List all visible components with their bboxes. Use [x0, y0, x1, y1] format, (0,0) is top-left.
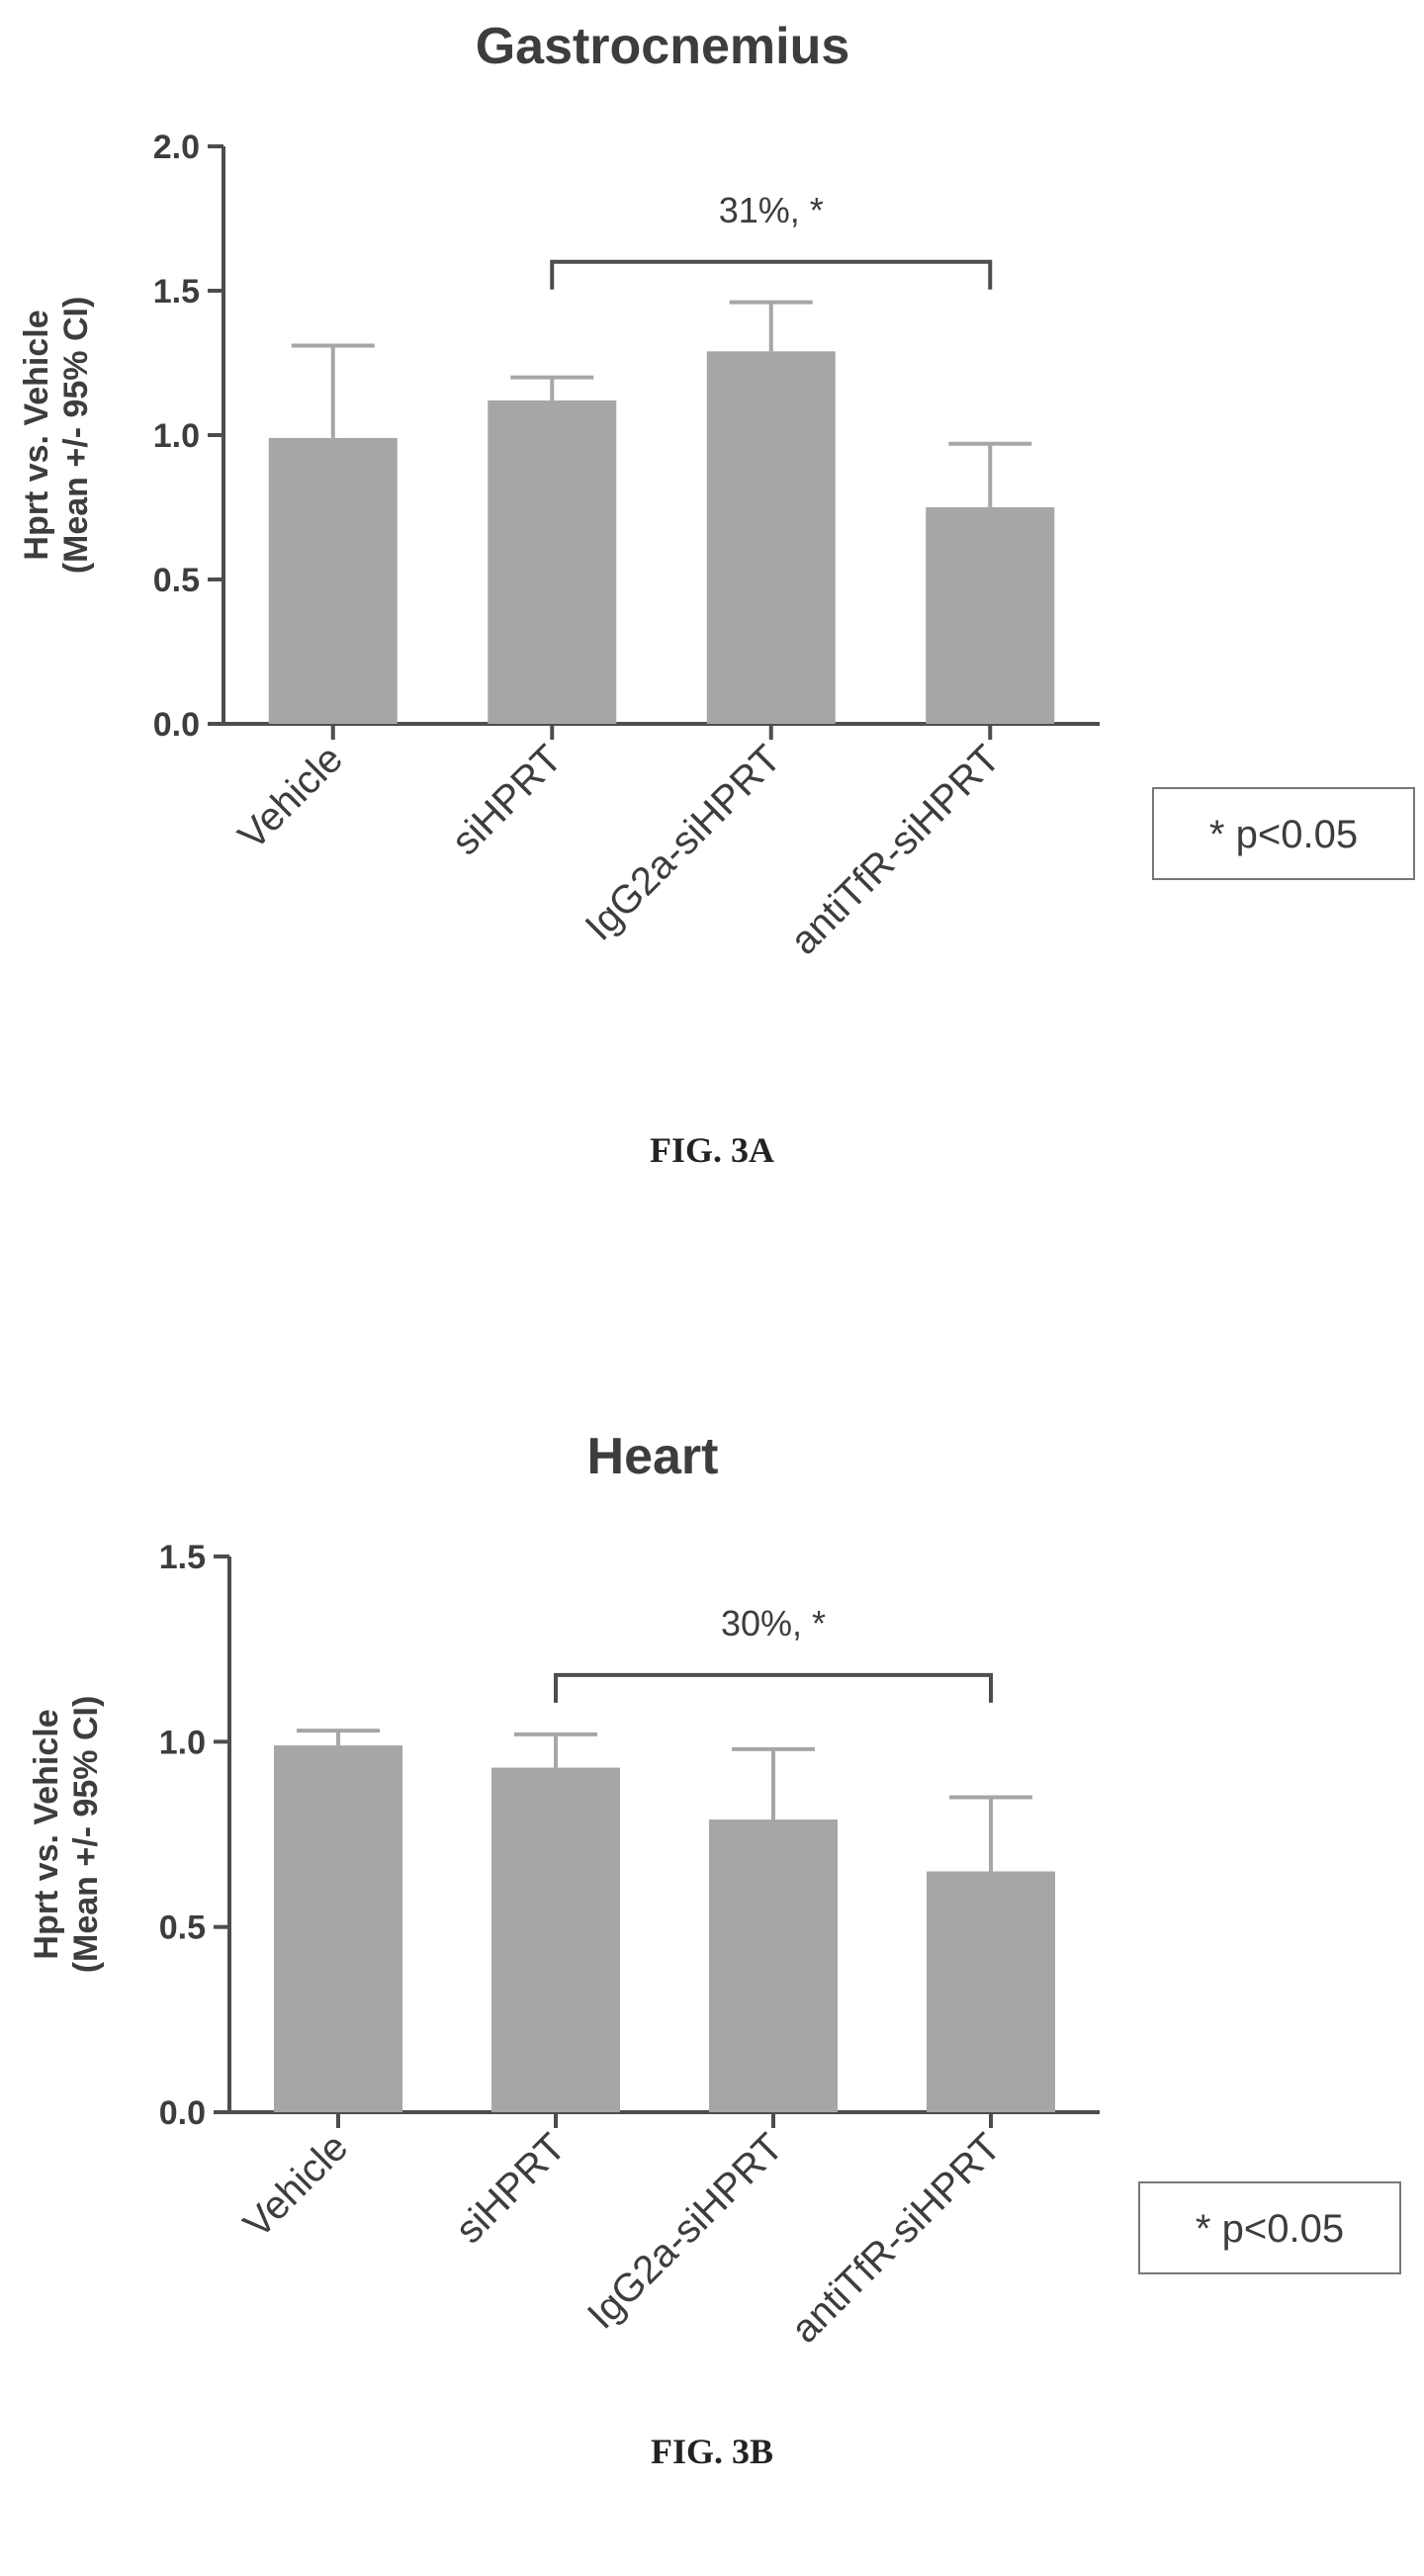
y-axis-label-line-1: Hprt vs. Vehicle — [28, 1709, 65, 1959]
significance-bracket — [550, 259, 993, 290]
x-tick-label-vehicle: Vehicle — [235, 2125, 356, 2246]
x-tick-label-antitfr-sihprt: antiTfR-siHPRT — [782, 737, 1009, 963]
figure-3a: Gastrocnemius Hprt vs. Vehicle (Mean +/- 9… — [0, 0, 1424, 1286]
heart-chart: Heart Hprt vs. Vehicle (Mean +/- 95% CI) 0.… — [28, 1428, 1401, 2352]
legend-text: * p<0.05 — [1209, 813, 1358, 856]
figure-label-3a: FIG. 3A — [650, 1130, 774, 1170]
chart-title: Gastrocnemius — [476, 18, 850, 75]
significance-bracket — [554, 1672, 993, 1703]
y-tick-label: 0.0 — [159, 2094, 206, 2132]
chart-title: Heart — [587, 1428, 719, 1485]
figure-3b: Heart Hprt vs. Vehicle (Mean +/- 95% CI) 0.… — [0, 1286, 1424, 2576]
figure-label-3b: FIG. 3B — [650, 2432, 773, 2471]
y-tick-label: 2.0 — [153, 129, 200, 166]
legend-text: * p<0.05 — [1196, 2207, 1344, 2251]
y-axis-label-line-2: (Mean +/- 95% CI) — [57, 297, 95, 575]
bar-vehicle — [274, 1745, 402, 2112]
y-axis-label: Hprt vs. Vehicle (Mean +/- 95% CI) — [28, 1696, 105, 1974]
y-axis-label: Hprt vs. Vehicle (Mean +/- 95% CI) — [18, 297, 95, 575]
y-tick-label: 1.0 — [159, 1724, 206, 1761]
significance-label: 30%, * — [721, 1603, 826, 1643]
legend-box — [1138, 2181, 1401, 2274]
bar-vehicle — [268, 437, 398, 724]
y-tick-label: 1.5 — [153, 273, 200, 311]
bar-antitfr-sihprt — [927, 1871, 1055, 2112]
x-tick-label-sihprt: siHPRT — [447, 2125, 574, 2252]
bar-igg2a-sihprt — [706, 351, 836, 724]
y-tick-label: 0.5 — [159, 1910, 206, 1947]
y-tick-label: 1.5 — [159, 1539, 206, 1576]
bar-igg2a-sihprt — [709, 1820, 838, 2112]
y-tick-label: 1.0 — [153, 417, 200, 455]
bar-antitfr-sihprt — [926, 507, 1055, 724]
y-axis-label-line-2: (Mean +/- 95% CI) — [67, 1696, 105, 1974]
significance-label: 31%, * — [719, 190, 824, 230]
x-tick-label-sihprt: siHPRT — [444, 737, 571, 863]
y-axis-label-line-1: Hprt vs. Vehicle — [18, 310, 55, 560]
x-tick-label-igg2a-sihprt: IgG2a-siHPRT — [579, 2125, 791, 2337]
y-tick-label: 0.5 — [153, 562, 200, 599]
gastrocnemius-chart: Gastrocnemius Hprt vs. Vehicle (Mean +/- 9… — [18, 18, 1415, 963]
legend-box — [1152, 787, 1415, 880]
y-tick-label: 0.0 — [153, 706, 200, 744]
x-tick-label-antitfr-sihprt: antiTfR-siHPRT — [783, 2125, 1010, 2352]
x-tick-label-vehicle: Vehicle — [230, 737, 351, 857]
bar-sihprt — [488, 400, 617, 724]
bar-sihprt — [491, 1767, 620, 2112]
x-tick-label-igg2a-sihprt: IgG2a-siHPRT — [578, 737, 789, 948]
